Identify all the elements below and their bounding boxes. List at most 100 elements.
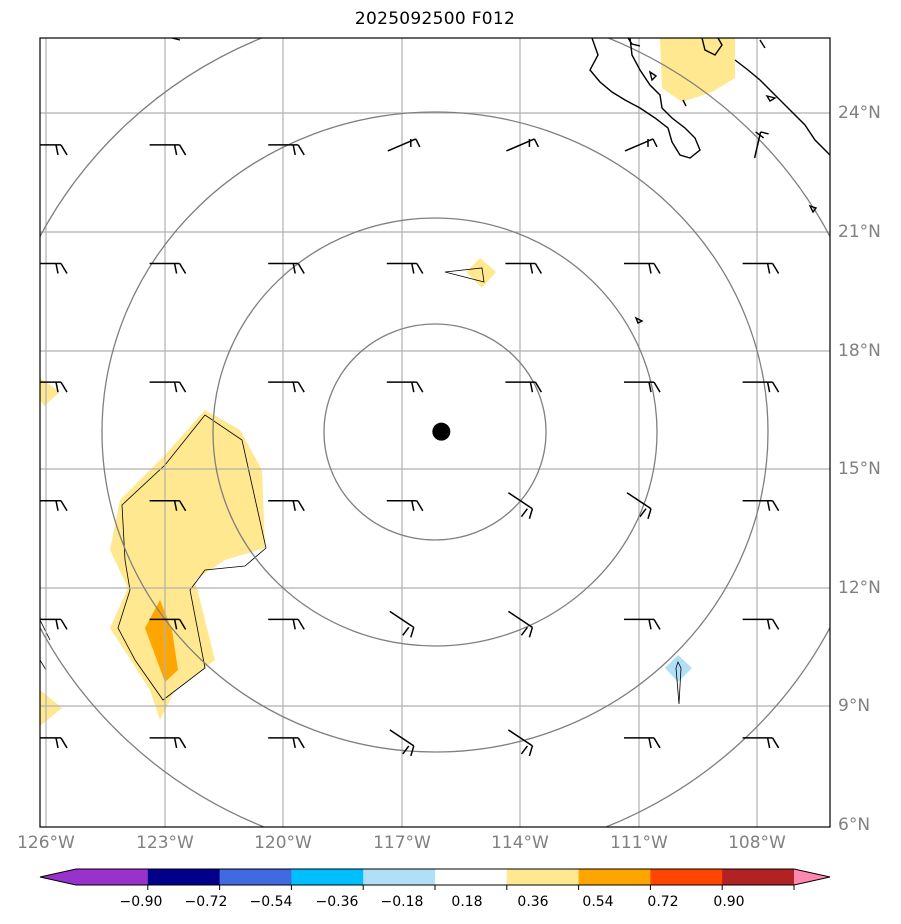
wind-barb — [149, 737, 187, 749]
colorbar-label-2: −0.72 — [184, 894, 228, 910]
lat-label-9n: 9°N — [838, 696, 871, 716]
storm-center-marker[interactable] — [432, 422, 451, 441]
island-4 — [634, 316, 644, 324]
wind-barb — [505, 262, 543, 274]
wind-barb — [268, 144, 305, 156]
colorbar-label-10: 0.90 — [713, 894, 745, 910]
lat-label-6n: 6°N — [838, 815, 871, 835]
wind-barb — [40, 737, 68, 749]
colorbar — [39, 868, 831, 890]
lon-label-114w: 114°W — [491, 833, 549, 853]
wind-barb — [268, 737, 305, 749]
colorbar-label-7: 0.36 — [517, 894, 549, 910]
map-title: 2025092500 F012 — [354, 9, 516, 29]
island-3 — [808, 204, 818, 214]
positive-anomaly-strong — [145, 600, 178, 682]
range-ring-1 — [323, 323, 547, 541]
colorbar-segment — [435, 869, 508, 885]
wind-barb — [387, 138, 421, 152]
colorbar-segment — [147, 869, 221, 885]
wind-barb — [386, 499, 424, 512]
wind-barb — [626, 492, 652, 519]
range-ring-3 — [101, 111, 769, 753]
mainland-coast — [734, 59, 830, 156]
wind-barb — [742, 381, 780, 393]
colorbar-label-8: 0.54 — [582, 894, 614, 910]
wind-barb — [506, 138, 540, 152]
wind-barb — [40, 381, 68, 393]
colorbar-extend-high — [794, 869, 830, 885]
wind-barb — [742, 618, 780, 630]
wind-barb — [268, 381, 305, 393]
wind-barb — [389, 729, 415, 757]
colorbar-segment — [578, 869, 651, 885]
colorbar-segment — [506, 869, 580, 885]
wind-barbs — [40, 131, 780, 757]
map-frame — [39, 37, 831, 828]
wind-barb — [624, 381, 661, 393]
positive-anomaly-small — [466, 258, 496, 288]
colorbar-segment — [291, 869, 364, 885]
colorbar-label-3: −0.54 — [249, 894, 293, 910]
lat-label-24n: 24°N — [838, 103, 881, 123]
lat-label-15n: 15°N — [838, 459, 881, 479]
wind-barb — [507, 492, 534, 519]
wind-barb — [40, 262, 68, 274]
colorbar-segment — [722, 869, 795, 885]
wind-barb — [624, 737, 661, 749]
positive-anomaly-region — [110, 410, 265, 720]
island-2 — [765, 94, 777, 102]
colorbar-segment — [219, 869, 292, 885]
lat-label-21n: 21°N — [838, 222, 881, 242]
lon-label-111w: 111°W — [610, 833, 668, 853]
wind-barb — [753, 131, 769, 159]
colorbar-label-5: −0.18 — [380, 894, 424, 910]
graticule — [40, 38, 830, 827]
colorbar-outline — [39, 868, 831, 886]
wind-barb — [742, 737, 780, 749]
wind-barb — [268, 618, 305, 630]
wind-barb — [268, 262, 305, 274]
baja-peninsula-coast — [589, 38, 701, 159]
map-area[interactable] — [0, 4, 879, 860]
gulf-coast — [701, 38, 723, 56]
lat-label-12n: 12°N — [838, 578, 881, 598]
lat-label-18n: 18°N — [838, 341, 881, 361]
lon-label-117w: 117°W — [373, 833, 431, 853]
range-rings — [40, 38, 830, 827]
wind-barb — [149, 262, 187, 274]
wind-barb — [742, 262, 780, 274]
wind-barb — [149, 618, 187, 630]
lon-label-120w: 120°W — [254, 833, 312, 853]
wind-barb — [149, 144, 187, 156]
wind-barb — [624, 262, 661, 274]
colorbar-segment — [76, 869, 149, 885]
wind-barb — [742, 499, 780, 512]
wind-barb — [507, 610, 534, 638]
wind-barb — [40, 618, 68, 630]
island-6 — [759, 39, 766, 49]
shaded-field — [40, 38, 735, 726]
colorbar-extend-low — [40, 869, 76, 885]
wind-barb — [624, 138, 658, 152]
wind-barb — [386, 262, 424, 274]
positive-anomaly-edge-1 — [40, 378, 60, 406]
wind-barb — [149, 381, 187, 393]
wind-barb — [505, 381, 543, 393]
wind-barb — [386, 381, 424, 393]
colorbar-label-6: 0.18 — [451, 894, 483, 910]
wind-barb — [268, 499, 305, 512]
colorbar-label-9: 0.72 — [647, 894, 679, 910]
lon-label-126w: 126°W — [17, 833, 75, 853]
wind-barb — [507, 729, 534, 757]
wind-barb — [40, 499, 68, 512]
coastlines — [171, 38, 830, 324]
island-1 — [648, 70, 658, 82]
negative-anomaly-small — [665, 655, 692, 682]
colorbar-segment — [363, 869, 436, 885]
wind-barb — [40, 144, 68, 156]
colorbar-label-1: −0.90 — [119, 894, 163, 910]
wind-barb — [389, 610, 415, 638]
range-ring-2 — [212, 217, 658, 647]
